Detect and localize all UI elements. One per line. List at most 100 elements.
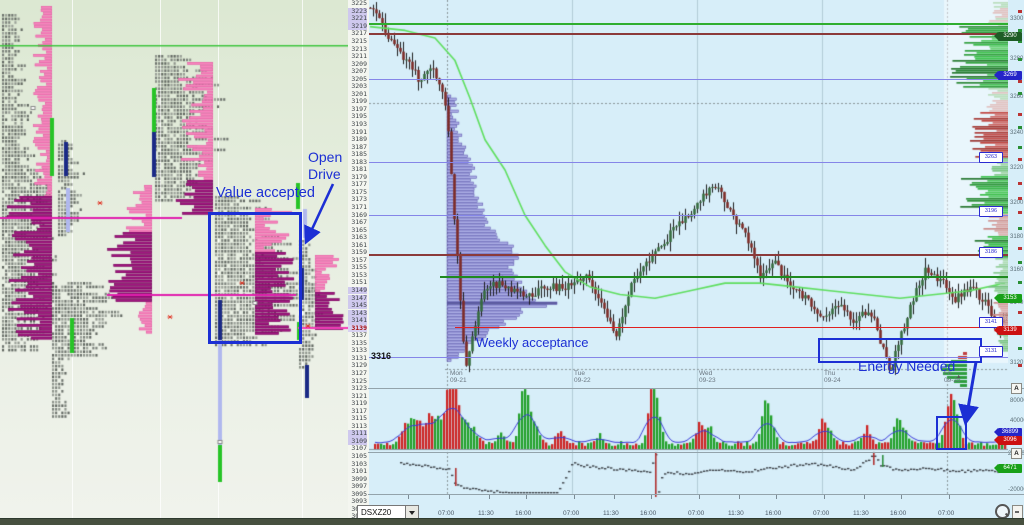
tag-arrow-icon	[994, 32, 998, 40]
tag-arrow-icon	[994, 436, 998, 444]
price-line[interactable]	[369, 162, 1008, 164]
date-label: Fri 09-25	[944, 370, 961, 384]
price-axis-label: 3143	[348, 309, 367, 317]
mini-map-tick	[1018, 91, 1022, 95]
price-axis-label: 3105	[351, 451, 367, 460]
price-axis-label: 3191	[351, 127, 367, 136]
mini-axis-label: 3220	[1010, 165, 1024, 171]
price-axis[interactable]: 3225 3223 3221 3219 3217 3215 3213 3211 3209 3207…	[348, 0, 370, 520]
price-axis-label: 3121	[351, 391, 367, 400]
price-axis-label: 3175	[351, 187, 367, 196]
window-bottom-bar	[0, 518, 1024, 525]
price-axis-label: 3115	[351, 414, 367, 423]
price-axis-label: 3119	[351, 399, 367, 408]
price-axis-label: 3141	[348, 316, 367, 325]
price-axis-label: 3165	[351, 225, 367, 234]
mini-map-tick	[1018, 280, 1022, 284]
mini-axis-label: 3160	[1010, 267, 1024, 273]
time-axis-label: 07:00	[563, 510, 580, 517]
price-axis-label: 3097	[351, 482, 367, 491]
price-line[interactable]	[369, 357, 1008, 359]
tag-arrow-icon	[994, 71, 998, 79]
price-axis-label: 3223	[348, 7, 367, 16]
price-axis-label: 3095	[351, 489, 367, 498]
price-line[interactable]	[369, 254, 1008, 256]
price-line[interactable]	[369, 33, 1008, 35]
price-line[interactable]	[369, 23, 1008, 25]
value-accepted-label[interactable]: Value accepted	[216, 185, 315, 201]
price-tag: 3186	[979, 247, 1003, 258]
price-axis-label: 3149	[348, 286, 367, 295]
price-axis-label: 3163	[351, 233, 367, 242]
price-axis-label: 3133	[351, 346, 367, 355]
time-axis-label: 11:30	[478, 510, 494, 517]
price-tag: 3263	[979, 152, 1003, 163]
price-line[interactable]	[369, 79, 1008, 81]
price-axis-label: 3127	[351, 368, 367, 377]
price-axis-label: 3205	[351, 74, 367, 83]
mini-map-tick	[1018, 146, 1022, 150]
panel-separator	[368, 452, 1024, 453]
tag-arrow-icon	[994, 464, 998, 472]
price-axis-label: 3221	[348, 14, 367, 23]
volume-highlight-box[interactable]	[936, 416, 967, 450]
main-chart[interactable]	[369, 0, 1008, 519]
price-axis-label: 3107	[351, 444, 367, 453]
price-axis-label: 3173	[351, 195, 367, 204]
mini-axis-label: 3200	[1010, 200, 1024, 206]
price-axis-label: 3195	[351, 112, 367, 121]
time-axis-label: 16:00	[890, 510, 907, 517]
mini-axis-label: 3280	[1010, 56, 1024, 62]
price-axis-label: 3201	[351, 89, 367, 98]
price-axis-label: 3103	[351, 459, 367, 468]
time-axis-label: 16:00	[640, 510, 657, 517]
mini-map-tick	[1018, 363, 1022, 367]
market-profile-panel[interactable]: Value accepted Open Drive	[0, 0, 349, 519]
session-stat: 3316	[371, 351, 392, 361]
price-axis-label: 3211	[351, 52, 367, 61]
value-accepted-box[interactable]	[208, 212, 302, 344]
delta-axis-label: -20000	[1008, 487, 1024, 493]
tag-arrow-icon	[994, 326, 998, 334]
time-axis-label: 07:00	[938, 510, 955, 517]
time-axis-label: 16:00	[765, 510, 782, 517]
price-axis-label: 3185	[351, 150, 367, 159]
time-tick	[949, 495, 950, 499]
mini-axis-label: 3120	[1010, 360, 1024, 366]
mini-map-tick	[1018, 247, 1022, 251]
open-drive-label[interactable]: Open Drive	[308, 149, 343, 182]
time-axis-label: 11:30	[728, 510, 744, 517]
price-line[interactable]	[440, 276, 1008, 278]
price-axis-label: 3167	[351, 218, 367, 227]
autoscale-button[interactable]: A	[1011, 448, 1022, 459]
price-axis-label: 3099	[351, 474, 367, 483]
time-tick	[408, 495, 409, 499]
tpo-profiles-canvas[interactable]	[0, 0, 348, 519]
tag-arrow-icon	[994, 294, 998, 302]
collapse-button[interactable]	[1012, 505, 1023, 519]
autoscale-button[interactable]: A	[1011, 383, 1022, 394]
price-axis-label: 3159	[351, 248, 367, 257]
date-label: Wed 09-23	[699, 370, 716, 384]
mini-map-tick	[1018, 181, 1022, 185]
mini-map-tick	[1018, 227, 1022, 231]
circular-arrow-icon[interactable]	[995, 504, 1010, 519]
price-line[interactable]	[369, 215, 1008, 217]
price-axis-label: 3093	[351, 497, 367, 506]
price-axis-label: 3157	[351, 255, 367, 264]
candles-canvas[interactable]	[369, 0, 1008, 519]
date-label: Mon 09-21	[450, 370, 467, 384]
time-tick	[824, 495, 825, 499]
weekly-acceptance-label[interactable]: Weekly acceptance	[476, 335, 589, 350]
energy-needed-label[interactable]: Energy Needed	[858, 358, 956, 374]
price-axis-label: 3203	[351, 82, 367, 91]
time-tick	[574, 495, 575, 499]
mini-map-tick	[1018, 346, 1022, 350]
price-tag: 3290	[994, 32, 1022, 41]
price-tag: 3196	[979, 206, 1003, 217]
price-tag: 3269	[994, 71, 1022, 80]
time-tick	[449, 495, 450, 499]
price-line[interactable]	[455, 327, 1008, 329]
price-axis-label: 3193	[351, 120, 367, 128]
